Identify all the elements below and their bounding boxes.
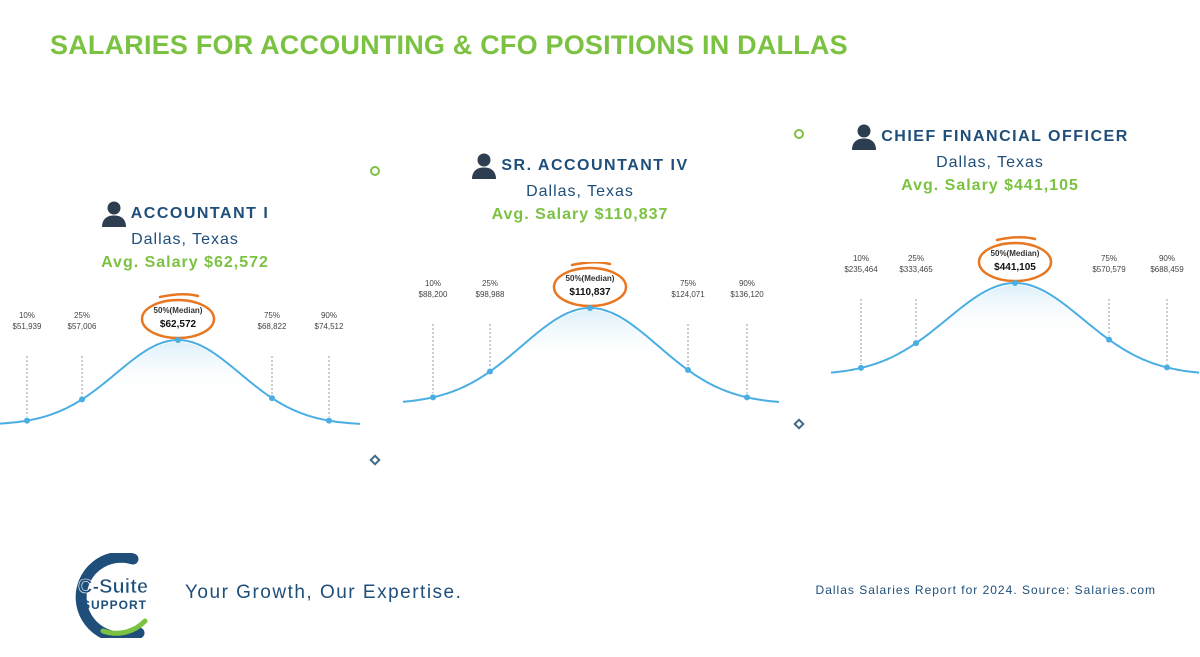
percentile-label: 75% [680,279,696,288]
percentile-label: 75% [1101,254,1117,263]
median-highlight-stroke [158,293,200,299]
salary-curve-chart-accountant-i: 10% $51,939 25% $57,006 50%(Median) $62,572 75… [0,293,361,425]
median-label: 50%(Median) [991,249,1040,258]
percentile-label: 75% [264,311,280,320]
percentile-point [269,395,275,402]
percentile-label: 25% [908,254,924,263]
percentile-value: $98,988 [476,290,505,299]
percentile-point [685,367,691,374]
median-label: 50%(Median) [566,274,615,283]
curve-glow [501,310,679,365]
percentile-value: $688,459 [1150,265,1184,274]
percentile-point [858,364,864,371]
logo-text-bottom: SUPPORT [82,598,147,612]
person-icon [852,124,877,150]
logo-text-top: C-Suite [78,576,148,598]
c-suite-support-logo: C-Suite SUPPORT [75,553,148,638]
percentile-label: 25% [74,311,90,320]
job-location: Dallas, Texas [526,183,634,200]
job-header-sr-accountant-iv: SR. ACCOUNTANT IV Dallas, Texas Avg. Sal… [460,152,700,224]
median-value: $441,105 [994,262,1036,273]
percentile-label: 25% [482,279,498,288]
percentile-value: $235,464 [844,265,878,274]
percentile-point [1106,336,1112,343]
median-highlight-stroke [570,262,612,267]
percentile-value: $74,512 [315,322,344,331]
job-title: SR. ACCOUNTANT IV [501,157,689,174]
percentile-value: $136,120 [730,290,764,299]
percentile-value: $124,071 [671,290,705,299]
median-highlight-stroke [995,236,1037,242]
page-title: SALARIES FOR ACCOUNTING & CFO POSITIONS … [50,30,848,60]
percentile-value: $51,939 [13,322,42,331]
percentile-value: $68,822 [258,322,287,331]
job-location: Dallas, Texas [936,154,1044,171]
salary-curve-chart-chief-financial-officer: 10% $235,464 25% $333,465 50%(Median) $441,10… [830,236,1200,374]
percentile-label: 90% [1159,254,1175,263]
percentile-point [487,368,493,375]
circle-marker-icon [794,129,804,139]
job-header-accountant-i: ACCOUNTANT I Dallas, Texas Avg. Salary $… [80,200,290,272]
percentile-point [913,340,919,347]
source-note: Dallas Salaries Report for 2024. Source:… [815,583,1156,597]
percentile-value: $570,579 [1092,265,1126,274]
panel-divider [369,166,381,466]
panel-divider [793,129,805,430]
person-icon [472,153,497,179]
percentile-value: $57,006 [68,322,97,331]
job-avg-salary: Avg. Salary $441,105 [901,177,1079,194]
percentile-point [744,394,750,401]
percentile-point [79,396,85,403]
tagline: Your Growth, Our Expertise. [185,582,463,603]
salary-curve-chart-sr-accountant-iv: 10% $88,200 25% $98,988 50%(Median) $110,837 7… [402,262,780,403]
job-avg-salary: Avg. Salary $62,572 [101,254,269,271]
job-title: ACCOUNTANT I [130,205,270,222]
percentile-point [1164,364,1170,371]
diamond-marker-icon [793,418,805,430]
curve-glow [926,285,1104,338]
curve-glow [97,342,259,395]
circle-marker-icon [370,166,380,176]
percentile-value: $88,200 [419,290,448,299]
person-icon [101,201,126,227]
percentile-point [430,394,436,401]
percentile-point [1012,280,1018,286]
percentile-label: 10% [425,279,441,288]
percentile-point [24,417,30,424]
percentile-label: 10% [853,254,869,263]
median-value: $62,572 [160,319,197,330]
percentile-label: 90% [739,279,755,288]
median-value: $110,837 [569,287,611,298]
job-title: CHIEF FINANCIAL OFFICER [881,128,1129,145]
percentile-point [587,305,593,311]
median-label: 50%(Median) [154,306,203,315]
percentile-label: 10% [19,311,35,320]
percentile-value: $333,465 [899,265,933,274]
job-location: Dallas, Texas [131,231,239,248]
percentile-label: 90% [321,311,337,320]
percentile-point [175,337,181,343]
diamond-marker-icon [369,454,381,466]
job-avg-salary: Avg. Salary $110,837 [491,206,669,223]
percentile-point [326,417,332,424]
job-header-chief-financial-officer: CHIEF FINANCIAL OFFICER Dallas, Texas Av… [850,123,1130,195]
